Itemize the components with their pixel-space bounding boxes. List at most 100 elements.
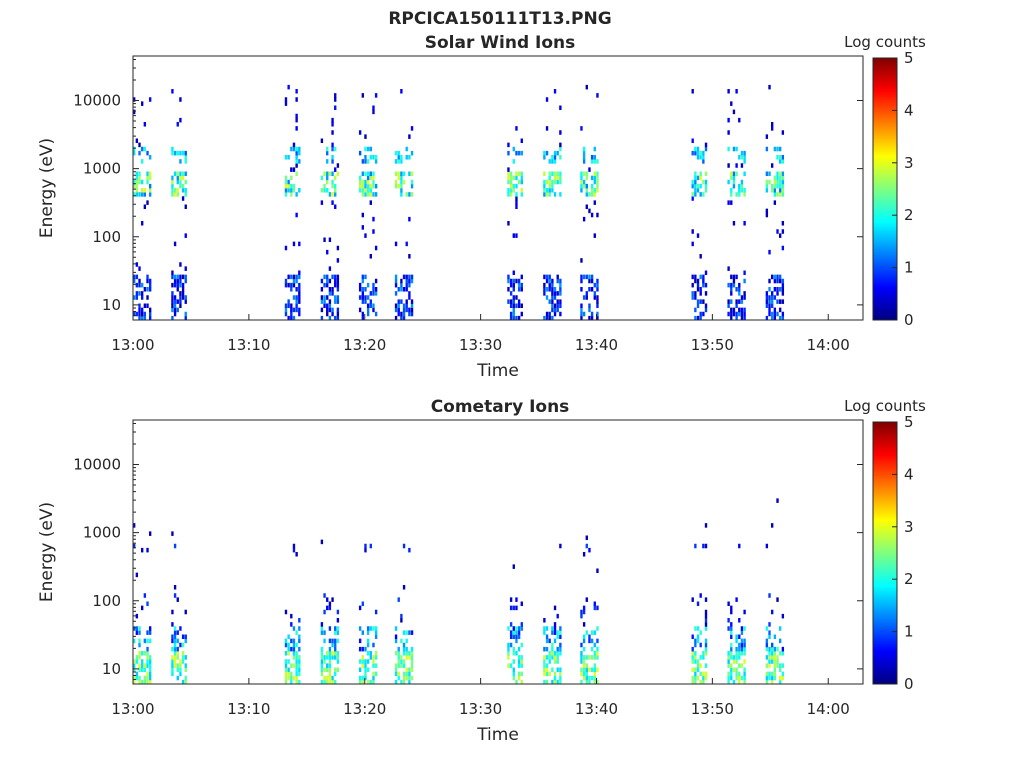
heatmap-cell (143, 188, 147, 193)
heatmap-cell (135, 311, 139, 317)
heatmap-cell (326, 295, 329, 300)
heatmap-cell (397, 651, 400, 656)
heatmap-cell (517, 171, 521, 177)
heatmap-cell (358, 675, 362, 681)
heatmap-cell (704, 626, 708, 631)
heatmap-cell (730, 630, 733, 635)
heatmap-cell (743, 192, 746, 197)
heatmap-cell (400, 155, 403, 160)
heatmap-cell (773, 146, 777, 152)
heatmap-cell (290, 679, 293, 685)
heatmap-cell (696, 278, 700, 284)
heatmap-cell (778, 651, 782, 656)
heatmap-cell (400, 638, 403, 644)
heatmap-cell (141, 659, 144, 664)
heatmap-cell (548, 311, 551, 317)
heatmap-cell (768, 299, 771, 304)
x-axis-label: Time (476, 725, 519, 745)
heatmap-cell (548, 299, 551, 304)
heatmap-cell (179, 117, 182, 123)
heatmap-cell (580, 179, 583, 185)
heatmap-cell (326, 274, 329, 280)
heatmap-cell (548, 192, 551, 197)
heatmap-cell (369, 200, 372, 205)
heatmap-cell (374, 311, 378, 317)
heatmap-cell (509, 605, 513, 611)
heatmap-cell (358, 626, 362, 631)
heatmap-cell (336, 274, 340, 280)
heatmap-cell (394, 679, 398, 685)
heatmap-cell (588, 303, 591, 309)
heatmap-cell (328, 655, 332, 660)
heatmap-cell (588, 679, 591, 685)
heatmap-cell (507, 274, 510, 280)
heatmap-cell (765, 543, 769, 549)
heatmap-cell (778, 192, 782, 197)
heatmap-cell (295, 287, 298, 292)
heatmap-cell (699, 155, 702, 160)
heatmap-cell (400, 311, 403, 317)
heatmap-cell (776, 146, 779, 152)
heatmap-cell (334, 638, 337, 644)
heatmap-cell (593, 605, 596, 611)
heatmap-cell (290, 663, 293, 668)
heatmap-cell (133, 663, 136, 668)
heatmap-cell (372, 175, 375, 181)
heatmap-cell (173, 651, 177, 656)
heatmap-cell (691, 646, 694, 652)
heatmap-cell (184, 679, 187, 685)
heatmap-cell (394, 179, 398, 185)
heatmap-cell (364, 295, 367, 300)
heatmap-cell (143, 593, 147, 598)
heatmap-cell (148, 307, 152, 313)
heatmap-cell (593, 651, 596, 656)
heatmap-cell (735, 163, 738, 168)
heatmap-cell (135, 274, 139, 280)
heatmap-cell (394, 171, 398, 177)
heatmap-cell (397, 307, 400, 313)
heatmap-cell (551, 287, 554, 292)
heatmap-cell (585, 295, 588, 300)
heatmap-cell (590, 175, 594, 181)
heatmap-cell (699, 655, 702, 660)
heatmap-cell (694, 675, 697, 681)
heatmap-cell (694, 651, 697, 656)
heatmap-cell (509, 634, 513, 640)
heatmap-cell (179, 171, 182, 177)
heatmap-cell (334, 167, 337, 172)
heatmap-cell (553, 179, 557, 185)
heatmap-cell (295, 274, 298, 280)
heatmap-cell (743, 315, 746, 321)
heatmap-cell (743, 159, 746, 164)
heatmap-cell (704, 651, 708, 656)
heatmap-cell (580, 126, 583, 131)
heatmap-cell (699, 315, 702, 321)
heatmap-cell (295, 655, 298, 660)
heatmap-cell (173, 241, 177, 247)
heatmap-cell (556, 659, 559, 664)
heatmap-cell (320, 679, 324, 685)
heatmap-cell (184, 638, 187, 644)
heatmap-cell (776, 171, 779, 177)
heatmap-cell (326, 307, 329, 313)
heatmap-cell (771, 299, 774, 304)
heatmap-cell (181, 196, 185, 201)
heatmap-cell (295, 150, 298, 156)
heatmap-cell (730, 667, 733, 673)
heatmap-cell (730, 315, 733, 321)
heatmap-cell (408, 630, 411, 635)
heatmap-cell (133, 183, 136, 189)
heatmap-cell (374, 183, 378, 189)
heatmap-cell (543, 155, 546, 160)
heatmap-cell (735, 638, 738, 644)
heatmap-cell (732, 221, 736, 226)
heatmap-cell (691, 675, 694, 681)
heatmap-cell (771, 671, 774, 677)
heatmap-cell (135, 183, 139, 189)
heatmap-cell (735, 89, 738, 94)
heatmap-cell (699, 171, 702, 177)
heatmap-cell (743, 642, 746, 648)
heatmap-cell (323, 171, 326, 177)
heatmap-cell (364, 274, 367, 280)
heatmap-cell (181, 282, 185, 288)
